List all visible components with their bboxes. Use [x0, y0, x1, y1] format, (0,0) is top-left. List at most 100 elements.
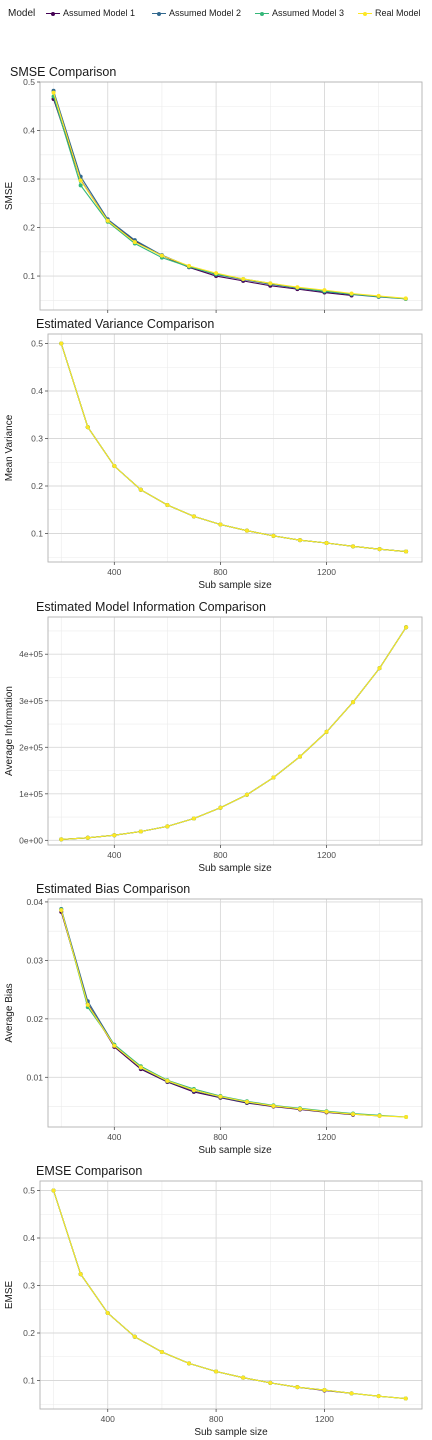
series-line-assumed-model-1 — [53, 98, 352, 296]
plot-border — [47, 898, 423, 1128]
data-point-real-model — [85, 835, 90, 840]
x-axis-label: Sub sample size — [194, 1427, 268, 1438]
series-assumed-model-2 — [59, 625, 409, 842]
chart-smse: SMSE Comparison40080012000.10.20.30.40.5… — [4, 65, 423, 313]
data-point-real-model — [132, 240, 137, 245]
legend-label: Assumed Model 2 — [169, 8, 242, 18]
legend-entry-real-model: Real Model — [358, 8, 421, 19]
data-point-real-model — [159, 1350, 164, 1354]
data-point-real-model — [112, 464, 117, 469]
series-assumed-model-2 — [51, 1188, 408, 1401]
data-point-real-model — [85, 425, 90, 430]
y-tick-label: 0.5 — [23, 77, 35, 87]
y-tick-label: 0.2 — [23, 223, 35, 233]
series-assumed-model-2 — [51, 88, 408, 301]
data-point-real-model — [138, 1065, 143, 1070]
legend-key-assumed-model-1 — [46, 9, 60, 19]
y-tick-label: 0.01 — [26, 1072, 43, 1082]
y-tick-label: 0.03 — [26, 955, 43, 965]
data-point-real-model — [165, 824, 170, 829]
data-point-real-model — [165, 1078, 170, 1083]
data-point-real-model — [268, 1380, 273, 1385]
data-point-real-model — [165, 503, 170, 507]
y-tick-label: 0.5 — [23, 1186, 35, 1196]
y-tick-label: 0.1 — [23, 271, 35, 281]
data-point-real-model — [351, 544, 356, 549]
grid — [48, 899, 422, 1127]
y-tick-label: 0.04 — [26, 897, 43, 907]
data-point-real-model — [322, 1388, 327, 1392]
legend-key-real-model — [358, 9, 372, 19]
data-point-real-model — [295, 285, 300, 290]
data-point-real-model — [324, 541, 329, 545]
legend-title: Model — [8, 8, 36, 19]
y-axis-label: Mean Variance — [4, 414, 15, 481]
data-point-real-model — [112, 833, 117, 838]
x-tick-label: 400 — [107, 1132, 121, 1142]
series-assumed-model-3 — [59, 625, 409, 842]
data-point-real-model — [191, 514, 196, 519]
y-axis-label: Average Information — [4, 686, 15, 776]
data-point-real-model — [297, 1106, 302, 1111]
chart-title: Estimated Model Information Comparison — [36, 600, 266, 614]
y-tick-label: 0.3 — [23, 1281, 35, 1291]
series-line-assumed-model-3 — [60, 909, 407, 1118]
legend-key-assumed-model-2 — [152, 9, 166, 19]
series-real-model — [59, 908, 409, 1120]
data-point-real-model — [376, 293, 381, 298]
data-point-real-model — [404, 1115, 409, 1120]
series-line-assumed-model-1 — [60, 911, 354, 1116]
data-point-real-model — [268, 281, 273, 286]
y-tick-label: 0.2 — [31, 481, 43, 491]
y-axis-label: SMSE — [4, 182, 15, 211]
data-point-real-model — [349, 1391, 354, 1396]
y-tick-label: 0e+00 — [19, 835, 43, 845]
y-tick-label: 0.1 — [23, 1376, 35, 1386]
y-tick-label: 3e+05 — [19, 696, 43, 706]
grid — [48, 334, 422, 562]
data-point-real-model — [403, 1396, 408, 1401]
y-axis-label: Average Bias — [4, 983, 15, 1042]
x-tick-label: 400 — [107, 567, 121, 577]
series-line-real-model — [53, 1190, 406, 1400]
x-tick-label: 1200 — [317, 1132, 336, 1142]
series-line-real-model — [53, 92, 406, 299]
series-line-assumed-model-2 — [53, 1190, 406, 1400]
data-point-real-model — [51, 90, 56, 95]
data-point-real-model — [351, 700, 356, 705]
data-point-real-model — [324, 1109, 329, 1114]
chart-estimated-bias: Estimated Bias Comparison 400 800 1200 0.01 0… — [4, 882, 423, 1156]
data-point-real-model — [377, 1113, 382, 1118]
series-line-assumed-model-2 — [60, 343, 407, 553]
data-point-real-model — [105, 1311, 110, 1316]
plot-border — [47, 616, 423, 846]
series-assumed-model-1 — [59, 909, 356, 1117]
y-tick-label: 0.5 — [31, 339, 43, 349]
data-point-real-model — [187, 263, 192, 268]
data-point-real-model — [112, 1043, 117, 1048]
series-line-real-model — [60, 343, 407, 553]
series-assumed-model-1 — [51, 1188, 354, 1396]
series-line-assumed-model-2 — [61, 626, 407, 840]
data-point-real-model — [244, 792, 249, 797]
plot-border — [39, 81, 423, 311]
x-tick-label: 1200 — [317, 850, 336, 860]
data-point-real-model — [376, 1394, 381, 1399]
data-point-real-model — [214, 1369, 219, 1374]
data-point-assumed-model-3 — [78, 183, 83, 188]
legend-label: Assumed Model 1 — [63, 8, 136, 18]
data-point-real-model — [351, 1112, 356, 1117]
chart-title: EMSE Comparison — [36, 1164, 142, 1178]
data-point-real-model — [59, 341, 64, 346]
data-point-real-model — [324, 729, 329, 734]
data-point-real-model — [138, 829, 143, 834]
x-axis-label: Sub sample size — [198, 1145, 272, 1156]
data-point-real-model — [218, 805, 223, 810]
chart-emse: EMSE Comparison 400 800 1200 0.1 0.2 0.3 0.4 0.5… — [4, 1164, 423, 1438]
series-line-real-model — [60, 909, 407, 1118]
data-point-real-model — [403, 296, 408, 301]
x-tick-label: 1200 — [317, 567, 336, 577]
y-tick-label: 0.3 — [31, 434, 43, 444]
series-line-assumed-model-2 — [53, 90, 406, 300]
chart-legend: Model Assumed Model 1 Assumed Model 2 As… — [0, 0, 432, 30]
